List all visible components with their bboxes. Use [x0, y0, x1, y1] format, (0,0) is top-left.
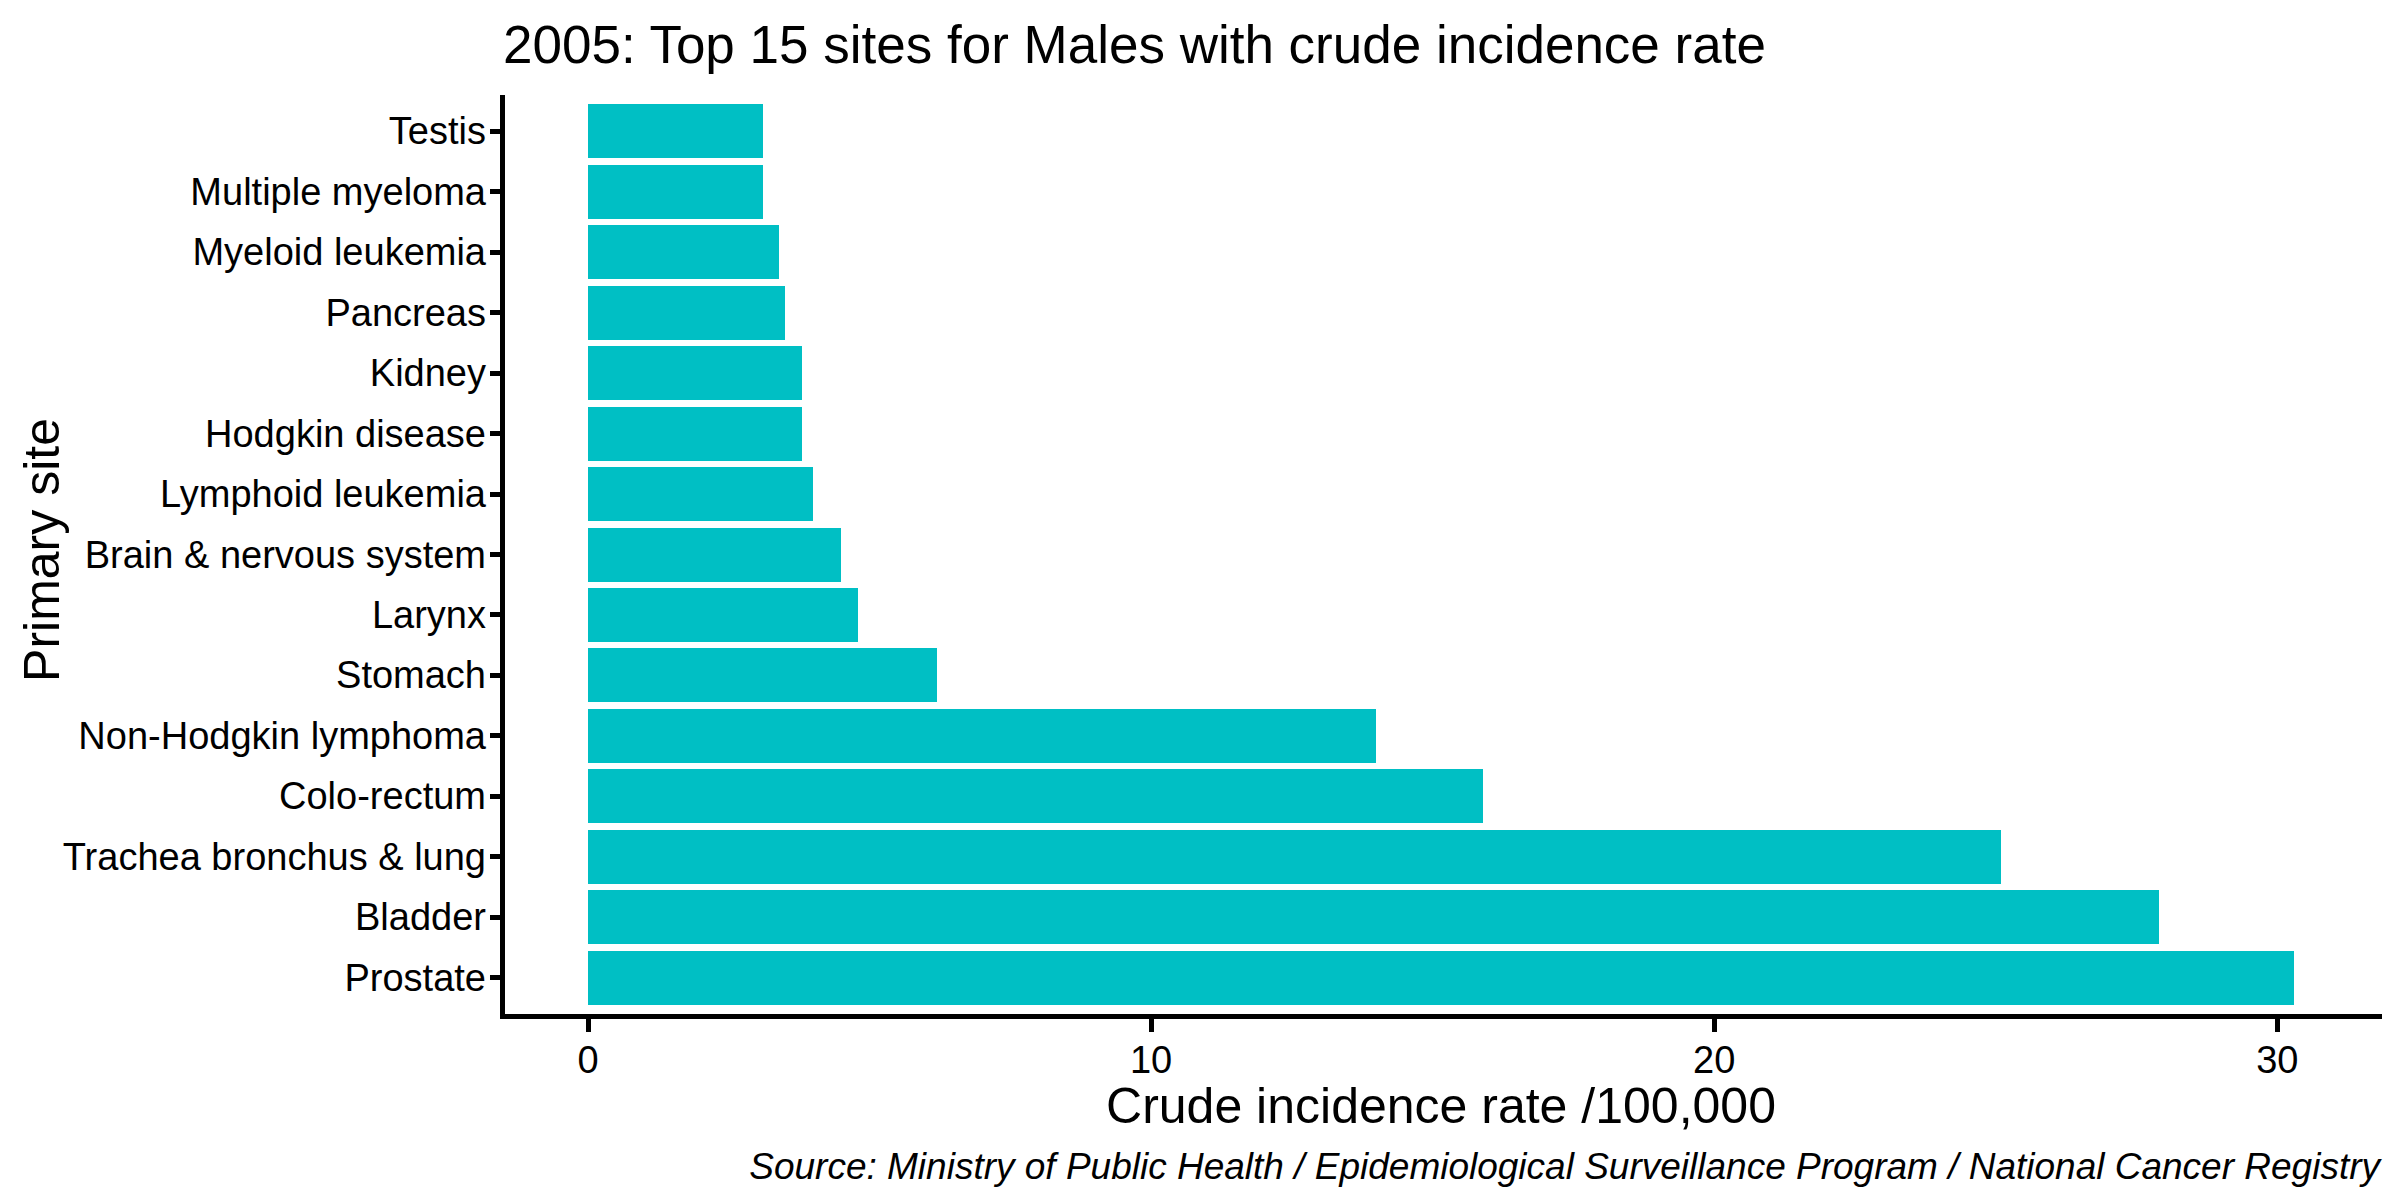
y-axis-category-label-bladder: Bladder [0, 890, 486, 944]
bar-myeloid-leukemia [588, 225, 779, 279]
y-axis-category-label-larynx: Larynx [0, 588, 486, 642]
y-axis-category-label-multiple-myeloma: Multiple myeloma [0, 165, 486, 219]
y-tick-larynx [490, 612, 500, 617]
y-tick-lymphoid-leukemia [490, 492, 500, 497]
y-tick-testis [490, 129, 500, 134]
bar-larynx [588, 588, 858, 642]
bar-kidney [588, 346, 802, 400]
y-tick-colo-rectum [490, 794, 500, 799]
y-axis-category-label-hodgkin-disease: Hodgkin disease [0, 407, 486, 461]
y-tick-kidney [490, 371, 500, 376]
bar-lymphoid-leukemia [588, 467, 813, 521]
y-tick-hodgkin-disease [490, 431, 500, 436]
y-tick-non-hodgkin-lymphoma [490, 733, 500, 738]
y-tick-prostate [490, 975, 500, 980]
y-axis-category-label-trachea-bronchus-lung: Trachea bronchus & lung [0, 830, 486, 884]
y-tick-stomach [490, 673, 500, 678]
y-axis-category-label-kidney: Kidney [0, 346, 486, 400]
bar-brain-nervous-system [588, 528, 841, 582]
y-tick-brain-nervous-system [490, 552, 500, 557]
x-tick-label-30: 30 [2207, 1038, 2347, 1082]
bar-chart-figure: 2005: Top 15 sites for Males with crude … [0, 0, 2400, 1200]
x-axis-title: Crude incidence rate /100,000 [500, 1078, 2382, 1134]
y-axis-category-label-brain-nervous-system: Brain & nervous system [0, 528, 486, 582]
y-axis-category-label-myeloid-leukemia: Myeloid leukemia [0, 225, 486, 279]
y-axis-category-label-pancreas: Pancreas [0, 286, 486, 340]
bar-non-hodgkin-lymphoma [588, 709, 1376, 763]
y-tick-bladder [490, 915, 500, 920]
x-tick-10 [1149, 1019, 1154, 1032]
y-axis-category-label-stomach: Stomach [0, 648, 486, 702]
bar-colo-rectum [588, 769, 1483, 823]
bar-pancreas [588, 286, 785, 340]
bar-bladder [588, 890, 2159, 944]
bar-stomach [588, 648, 937, 702]
bar-multiple-myeloma [588, 165, 763, 219]
y-axis-category-label-colo-rectum: Colo-rectum [0, 769, 486, 823]
y-axis-category-label-lymphoid-leukemia: Lymphoid leukemia [0, 467, 486, 521]
bar-prostate [588, 951, 2294, 1005]
y-axis-category-label-non-hodgkin-lymphoma: Non-Hodgkin lymphoma [0, 709, 486, 763]
y-tick-pancreas [490, 310, 500, 315]
x-tick-label-10: 10 [1081, 1038, 1221, 1082]
bar-hodgkin-disease [588, 407, 802, 461]
bar-testis [588, 104, 763, 158]
chart-title: 2005: Top 15 sites for Males with crude … [503, 14, 1766, 75]
source-note: Source: Ministry of Public Health / Epid… [749, 1146, 2380, 1188]
y-axis-category-label-testis: Testis [0, 104, 486, 158]
x-tick-30 [2275, 1019, 2280, 1032]
y-tick-myeloid-leukemia [490, 250, 500, 255]
bar-trachea-bronchus-lung [588, 830, 2001, 884]
x-tick-20 [1712, 1019, 1717, 1032]
x-axis-line [500, 1014, 2382, 1019]
x-tick-label-20: 20 [1644, 1038, 1784, 1082]
y-axis-line [500, 95, 505, 1019]
y-tick-trachea-bronchus-lung [490, 854, 500, 859]
x-tick-0 [586, 1019, 591, 1032]
x-tick-label-0: 0 [518, 1038, 658, 1082]
y-axis-category-label-prostate: Prostate [0, 951, 486, 1005]
y-tick-multiple-myeloma [490, 189, 500, 194]
